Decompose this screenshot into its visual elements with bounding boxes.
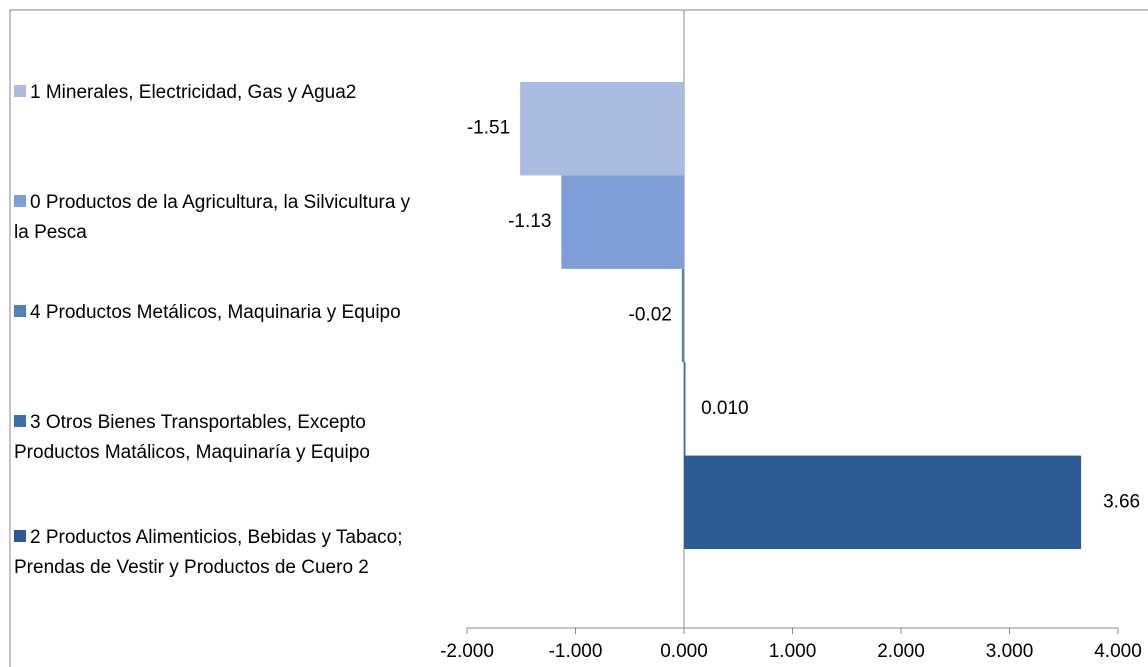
x-tick-label: 1.000: [769, 641, 817, 662]
legend-entry: 2 Productos Alimenticios, Bebidas y Taba…: [14, 523, 414, 583]
bar: [681, 268, 684, 363]
legend-swatch: [14, 530, 26, 542]
data-label: -0.02: [629, 305, 672, 326]
data-label: 3.66: [1103, 491, 1140, 512]
x-tick-label: -2.000: [440, 641, 494, 662]
data-label: 0.010: [701, 398, 749, 419]
legend-label: 2 Productos Alimenticios, Bebidas y Taba…: [14, 527, 403, 578]
legend-swatch: [14, 415, 26, 427]
legend-swatch: [14, 305, 26, 317]
legend-swatch: [14, 85, 26, 97]
legend-entry: 0 Productos de la Agricultura, la Silvic…: [14, 188, 414, 248]
bar: [684, 362, 686, 456]
data-label: -1.13: [508, 211, 551, 232]
legend-label: 3 Otros Bienes Transportables, Excepto P…: [14, 412, 370, 463]
x-tick-label: -1.000: [549, 641, 603, 662]
x-tick-label: 3.000: [986, 641, 1034, 662]
bar: [561, 175, 684, 269]
legend-label: 4 Productos Metálicos, Maquinaria y Equi…: [30, 302, 401, 323]
bar: [684, 455, 1082, 549]
legend-label: 1 Minerales, Electricidad, Gas y Agua2: [30, 82, 357, 103]
legend-swatch: [14, 195, 26, 207]
data-label: -1.51: [467, 118, 510, 139]
x-tick-label: 2.000: [877, 641, 925, 662]
x-tick-label: 0.000: [660, 641, 708, 662]
legend-entry: 4 Productos Metálicos, Maquinaria y Equi…: [14, 298, 414, 328]
legend-label: 0 Productos de la Agricultura, la Silvic…: [14, 192, 411, 243]
legend-entry: 3 Otros Bienes Transportables, Excepto P…: [14, 408, 414, 468]
x-tick-label: 4.000: [1094, 641, 1142, 662]
bar: [520, 82, 684, 176]
legend-entry: 1 Minerales, Electricidad, Gas y Agua2: [14, 78, 414, 108]
chart-border: [9, 9, 1148, 667]
